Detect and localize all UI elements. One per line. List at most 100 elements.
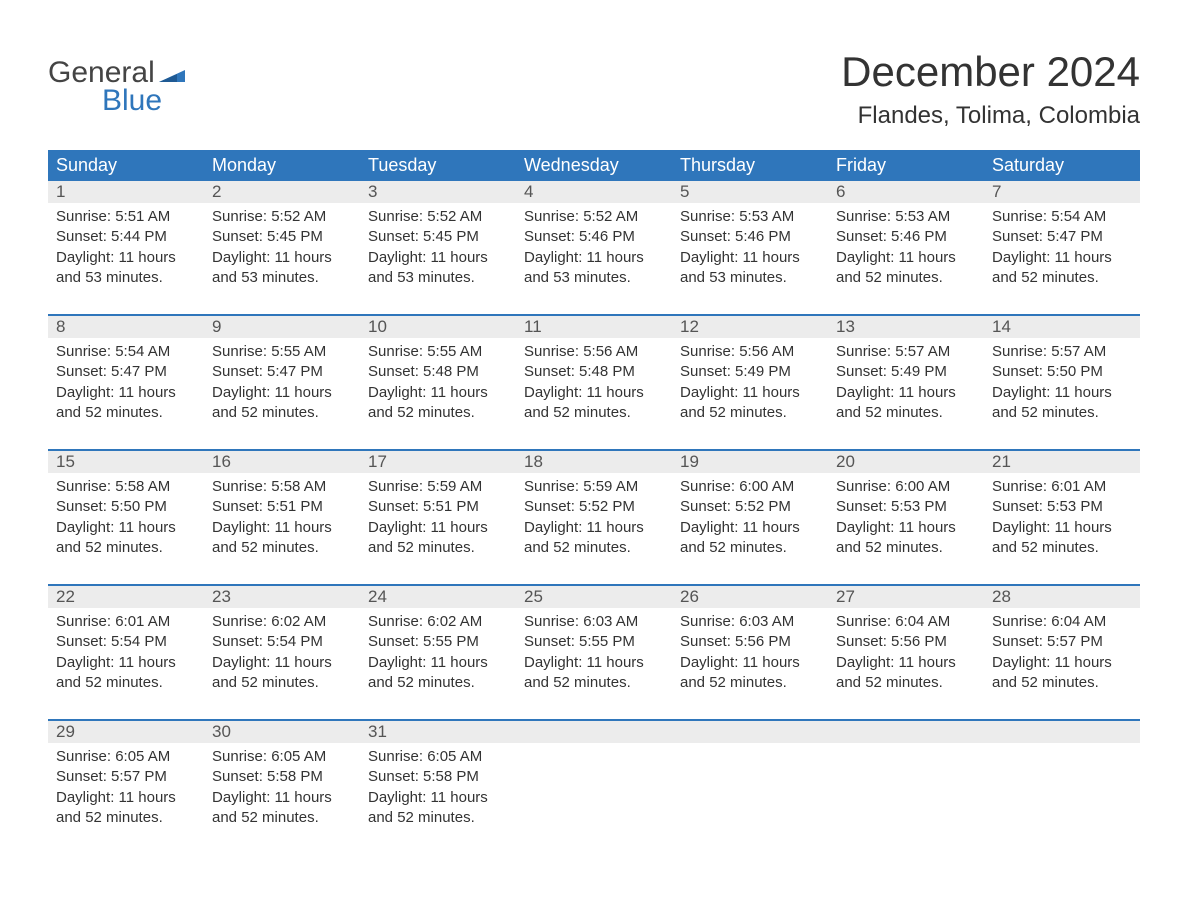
daylight1-text: Daylight: 11 hours bbox=[524, 383, 664, 403]
week: 891011121314Sunrise: 5:54 AMSunset: 5:47… bbox=[48, 314, 1140, 437]
flag-icon bbox=[159, 64, 185, 82]
day-header: Saturday bbox=[984, 150, 1140, 181]
daylight2-text: and 52 minutes. bbox=[212, 808, 352, 828]
daylight1-text: Daylight: 11 hours bbox=[680, 383, 820, 403]
daylight2-text: and 52 minutes. bbox=[368, 808, 508, 828]
sunset-text: Sunset: 5:54 PM bbox=[212, 632, 352, 652]
date-cell: 4 bbox=[516, 181, 672, 203]
sunrise-text: Sunrise: 6:03 AM bbox=[524, 612, 664, 632]
day-cell: Sunrise: 5:57 AMSunset: 5:50 PMDaylight:… bbox=[984, 338, 1140, 437]
day-cell: Sunrise: 6:01 AMSunset: 5:53 PMDaylight:… bbox=[984, 473, 1140, 572]
day-cell: Sunrise: 6:05 AMSunset: 5:58 PMDaylight:… bbox=[204, 743, 360, 842]
day-cell: Sunrise: 6:00 AMSunset: 5:52 PMDaylight:… bbox=[672, 473, 828, 572]
sunrise-text: Sunrise: 5:55 AM bbox=[212, 342, 352, 362]
sunset-text: Sunset: 5:44 PM bbox=[56, 227, 196, 247]
sunrise-text: Sunrise: 6:04 AM bbox=[992, 612, 1132, 632]
sunset-text: Sunset: 5:58 PM bbox=[212, 767, 352, 787]
day-cell: Sunrise: 5:54 AMSunset: 5:47 PMDaylight:… bbox=[48, 338, 204, 437]
sunrise-text: Sunrise: 6:02 AM bbox=[212, 612, 352, 632]
sunrise-text: Sunrise: 5:54 AM bbox=[992, 207, 1132, 227]
daylight2-text: and 52 minutes. bbox=[524, 538, 664, 558]
day-cell: Sunrise: 6:04 AMSunset: 5:56 PMDaylight:… bbox=[828, 608, 984, 707]
day-cell: Sunrise: 6:01 AMSunset: 5:54 PMDaylight:… bbox=[48, 608, 204, 707]
daylight1-text: Daylight: 11 hours bbox=[680, 653, 820, 673]
sunrise-text: Sunrise: 6:03 AM bbox=[680, 612, 820, 632]
date-cell: 23 bbox=[204, 586, 360, 608]
day-cell: Sunrise: 5:59 AMSunset: 5:52 PMDaylight:… bbox=[516, 473, 672, 572]
sunset-text: Sunset: 5:57 PM bbox=[56, 767, 196, 787]
date-cell: 19 bbox=[672, 451, 828, 473]
daylight1-text: Daylight: 11 hours bbox=[368, 248, 508, 268]
date-cell: 28 bbox=[984, 586, 1140, 608]
daylight2-text: and 52 minutes. bbox=[992, 673, 1132, 693]
daylight1-text: Daylight: 11 hours bbox=[212, 653, 352, 673]
sunset-text: Sunset: 5:47 PM bbox=[212, 362, 352, 382]
sunset-text: Sunset: 5:48 PM bbox=[368, 362, 508, 382]
date-row: 293031 bbox=[48, 721, 1140, 743]
day-cell: Sunrise: 5:57 AMSunset: 5:49 PMDaylight:… bbox=[828, 338, 984, 437]
date-cell: 16 bbox=[204, 451, 360, 473]
day-cell: Sunrise: 5:52 AMSunset: 5:46 PMDaylight:… bbox=[516, 203, 672, 302]
daylight2-text: and 52 minutes. bbox=[56, 673, 196, 693]
sunrise-text: Sunrise: 6:05 AM bbox=[212, 747, 352, 767]
sunset-text: Sunset: 5:52 PM bbox=[680, 497, 820, 517]
daylight1-text: Daylight: 11 hours bbox=[56, 383, 196, 403]
sunrise-text: Sunrise: 5:55 AM bbox=[368, 342, 508, 362]
sunrise-text: Sunrise: 5:58 AM bbox=[56, 477, 196, 497]
day-cell: Sunrise: 5:54 AMSunset: 5:47 PMDaylight:… bbox=[984, 203, 1140, 302]
daylight1-text: Daylight: 11 hours bbox=[212, 788, 352, 808]
date-cell: 12 bbox=[672, 316, 828, 338]
date-cell: 21 bbox=[984, 451, 1140, 473]
day-cell: Sunrise: 6:02 AMSunset: 5:54 PMDaylight:… bbox=[204, 608, 360, 707]
daylight1-text: Daylight: 11 hours bbox=[992, 518, 1132, 538]
sunset-text: Sunset: 5:55 PM bbox=[368, 632, 508, 652]
daylight2-text: and 53 minutes. bbox=[212, 268, 352, 288]
sunset-text: Sunset: 5:49 PM bbox=[836, 362, 976, 382]
sunrise-text: Sunrise: 6:04 AM bbox=[836, 612, 976, 632]
calendar: SundayMondayTuesdayWednesdayThursdayFrid… bbox=[48, 150, 1140, 842]
sunset-text: Sunset: 5:57 PM bbox=[992, 632, 1132, 652]
day-header: Tuesday bbox=[360, 150, 516, 181]
data-row: Sunrise: 6:01 AMSunset: 5:54 PMDaylight:… bbox=[48, 608, 1140, 707]
date-cell: 13 bbox=[828, 316, 984, 338]
day-cell: Sunrise: 5:55 AMSunset: 5:48 PMDaylight:… bbox=[360, 338, 516, 437]
date-cell: 15 bbox=[48, 451, 204, 473]
daylight1-text: Daylight: 11 hours bbox=[836, 248, 976, 268]
logo: General Blue bbox=[48, 56, 185, 118]
daylight2-text: and 52 minutes. bbox=[992, 268, 1132, 288]
sunset-text: Sunset: 5:46 PM bbox=[524, 227, 664, 247]
daylight1-text: Daylight: 11 hours bbox=[212, 518, 352, 538]
sunrise-text: Sunrise: 6:01 AM bbox=[56, 612, 196, 632]
sunrise-text: Sunrise: 6:05 AM bbox=[56, 747, 196, 767]
day-cell: Sunrise: 6:02 AMSunset: 5:55 PMDaylight:… bbox=[360, 608, 516, 707]
date-cell: 8 bbox=[48, 316, 204, 338]
day-header: Wednesday bbox=[516, 150, 672, 181]
date-cell: 24 bbox=[360, 586, 516, 608]
daylight1-text: Daylight: 11 hours bbox=[56, 248, 196, 268]
daylight1-text: Daylight: 11 hours bbox=[524, 653, 664, 673]
day-cell: Sunrise: 6:03 AMSunset: 5:56 PMDaylight:… bbox=[672, 608, 828, 707]
daylight2-text: and 52 minutes. bbox=[212, 673, 352, 693]
sunrise-text: Sunrise: 6:00 AM bbox=[680, 477, 820, 497]
sunrise-text: Sunrise: 5:59 AM bbox=[368, 477, 508, 497]
day-cell: Sunrise: 6:05 AMSunset: 5:58 PMDaylight:… bbox=[360, 743, 516, 842]
sunset-text: Sunset: 5:46 PM bbox=[836, 227, 976, 247]
date-cell: 2 bbox=[204, 181, 360, 203]
day-cell: Sunrise: 5:58 AMSunset: 5:50 PMDaylight:… bbox=[48, 473, 204, 572]
daylight1-text: Daylight: 11 hours bbox=[368, 518, 508, 538]
daylight2-text: and 52 minutes. bbox=[836, 538, 976, 558]
daylight2-text: and 52 minutes. bbox=[212, 538, 352, 558]
daylight2-text: and 52 minutes. bbox=[992, 538, 1132, 558]
date-cell: 25 bbox=[516, 586, 672, 608]
sunset-text: Sunset: 5:53 PM bbox=[992, 497, 1132, 517]
date-cell: 7 bbox=[984, 181, 1140, 203]
day-cell: Sunrise: 6:00 AMSunset: 5:53 PMDaylight:… bbox=[828, 473, 984, 572]
week: 22232425262728Sunrise: 6:01 AMSunset: 5:… bbox=[48, 584, 1140, 707]
date-cell: 10 bbox=[360, 316, 516, 338]
daylight1-text: Daylight: 11 hours bbox=[56, 653, 196, 673]
sunrise-text: Sunrise: 5:53 AM bbox=[836, 207, 976, 227]
daylight2-text: and 52 minutes. bbox=[992, 403, 1132, 423]
daylight1-text: Daylight: 11 hours bbox=[524, 248, 664, 268]
day-cell bbox=[672, 743, 828, 842]
data-row: Sunrise: 5:58 AMSunset: 5:50 PMDaylight:… bbox=[48, 473, 1140, 572]
